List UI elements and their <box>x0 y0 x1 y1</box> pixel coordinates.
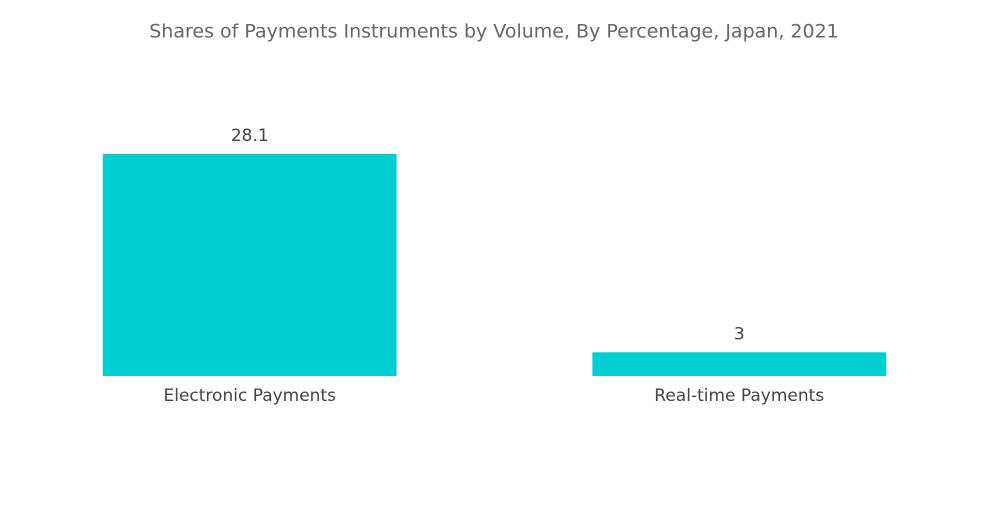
x-tick-label: Electronic Payments <box>164 386 337 406</box>
bar <box>592 352 887 376</box>
chart-title: Shares of Payments Instruments by Volume… <box>149 21 839 43</box>
x-tick-label: Real-time Payments <box>654 386 824 406</box>
bar <box>102 154 397 376</box>
value-label: 28.1 <box>231 126 269 146</box>
value-label: 3 <box>734 324 745 344</box>
